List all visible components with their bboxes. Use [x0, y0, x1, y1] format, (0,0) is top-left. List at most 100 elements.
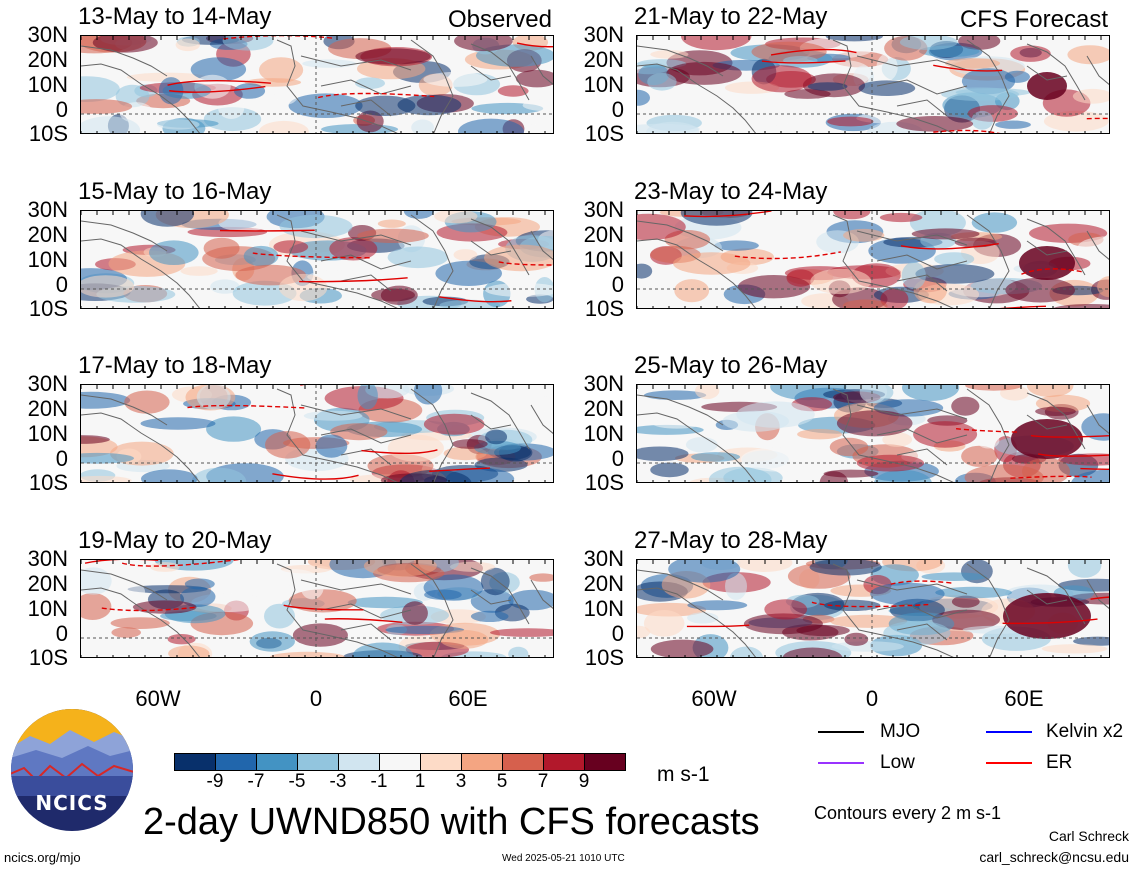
colorbar-tick-label: 1: [414, 771, 426, 792]
footer-author: Carl Schreck: [1048, 828, 1129, 844]
lat-label: 20N: [27, 571, 68, 596]
legend-er-label: ER: [1046, 752, 1073, 773]
colorbar-swatch: [502, 753, 544, 771]
colorbar-swatch: [379, 753, 421, 771]
panel-title: 19-May to 20-May: [78, 527, 272, 554]
legend-mjo-label: MJO: [880, 721, 921, 742]
colorbar-units: m s-1: [657, 763, 710, 786]
lat-label: 10N: [583, 247, 624, 272]
main-title: 2-day UWND850 with CFS forecasts: [143, 801, 760, 843]
lat-label: 10N: [27, 72, 68, 97]
lat-label: 30N: [583, 197, 624, 222]
wind-map-panel: [80, 384, 554, 483]
lat-label: 30N: [583, 546, 624, 571]
lat-label: 10S: [28, 470, 68, 495]
colorbar-tick-label: 9: [578, 771, 590, 792]
lat-label: 30N: [27, 546, 68, 571]
lat-label: 10N: [27, 421, 68, 446]
legend-mjo-line: [818, 731, 864, 733]
lat-label: 10N: [27, 247, 68, 272]
lat-label: 30N: [27, 197, 68, 222]
panel-title: 15-May to 16-May: [78, 178, 272, 205]
lat-label: 10S: [584, 645, 624, 670]
wind-map-panel: [80, 559, 554, 658]
lat-label: 0: [611, 446, 624, 471]
lat-label: 20N: [27, 222, 68, 247]
wind-map-panel: [636, 559, 1110, 658]
lat-label: 10N: [583, 596, 624, 621]
panel-title: 17-May to 18-May: [78, 352, 272, 379]
colorbar-tick-label: -7: [247, 771, 265, 792]
colorbar-swatch: [461, 753, 503, 771]
footer-url[interactable]: ncics.org/mjo: [4, 850, 81, 865]
ncics-logo: NCICS: [10, 708, 134, 832]
lon-label-60e-right: 60E: [1004, 686, 1044, 711]
lon-label-60w-right: 60W: [691, 686, 737, 711]
lat-label: 20N: [583, 222, 624, 247]
colorbar-swatch: [420, 753, 462, 771]
colorbar-swatch: [256, 753, 298, 771]
ncics-logo-icon: NCICS: [11, 709, 133, 831]
lat-label: 10S: [28, 121, 68, 146]
panel-title: 25-May to 26-May: [634, 352, 828, 379]
colorbar-swatch: [543, 753, 585, 771]
lat-label: 10N: [583, 421, 624, 446]
lat-label: 30N: [27, 22, 68, 47]
lat-label: 0: [55, 446, 68, 471]
lon-label-0-right: 0: [865, 686, 879, 711]
panel-source-label: CFS Forecast: [959, 6, 1108, 33]
lat-label: 10N: [27, 596, 68, 621]
contour-note: Contours every 2 m s-1: [814, 803, 1002, 823]
lat-label: 10S: [28, 645, 68, 670]
lat-label: 20N: [27, 47, 68, 72]
wind-map-panel: [636, 210, 1110, 309]
legend-low-line: [818, 762, 864, 764]
lat-label: 20N: [583, 396, 624, 421]
wind-map-panel: [636, 384, 1110, 483]
lat-label: 10N: [583, 72, 624, 97]
colorbar-tick-label: -1: [370, 771, 388, 792]
lat-label: 0: [55, 621, 68, 646]
lon-label-60e: 60E: [448, 686, 488, 711]
colorbar-swatch: [297, 753, 339, 771]
lon-label-60w: 60W: [135, 686, 181, 711]
footer-email[interactable]: carl_schreck@ncsu.edu: [979, 849, 1129, 865]
panel-title: 27-May to 28-May: [634, 527, 828, 554]
lat-label: 20N: [583, 47, 624, 72]
lat-label: 20N: [583, 571, 624, 596]
colorbar-tick-label: 7: [537, 771, 549, 792]
colorbar-tick-label: -3: [329, 771, 347, 792]
lat-label: 30N: [583, 22, 624, 47]
lat-label: 0: [55, 97, 68, 122]
colorbar-tick-label: 3: [455, 771, 467, 792]
legend-er-line: [986, 762, 1032, 764]
panel-title: 23-May to 24-May: [634, 178, 828, 205]
colorbar-swatch: [338, 753, 380, 771]
colorbar-swatch: [584, 753, 626, 771]
lat-label: 0: [611, 621, 624, 646]
lat-label: 0: [611, 97, 624, 122]
svg-text:NCICS: NCICS: [35, 791, 108, 815]
lat-label: 10S: [584, 121, 624, 146]
lat-label: 30N: [583, 371, 624, 396]
colorbar-tick-label: -9: [206, 771, 224, 792]
lat-label: 0: [55, 272, 68, 297]
wind-map-panel: [80, 35, 554, 134]
lat-label: 0: [611, 272, 624, 297]
wind-map-panel: [636, 35, 1110, 134]
lat-label: 30N: [27, 371, 68, 396]
lon-label-0: 0: [309, 686, 323, 711]
wind-map-panel: [80, 210, 554, 309]
legend-low-label: Low: [880, 752, 915, 773]
lat-label: 10S: [28, 296, 68, 321]
colorbar-tick-label: -5: [288, 771, 306, 792]
colorbar-tick-label: 5: [496, 771, 508, 792]
lat-label: 10S: [584, 470, 624, 495]
legend-kelvin-line: [986, 731, 1032, 733]
colorbar-swatch: [215, 753, 257, 771]
legend-kelvin-label: Kelvin x2: [1046, 721, 1124, 742]
panel-source-label: Observed: [447, 6, 552, 33]
panel-title: 13-May to 14-May: [78, 3, 272, 30]
panel-title: 21-May to 22-May: [634, 3, 828, 30]
lat-label: 20N: [27, 396, 68, 421]
